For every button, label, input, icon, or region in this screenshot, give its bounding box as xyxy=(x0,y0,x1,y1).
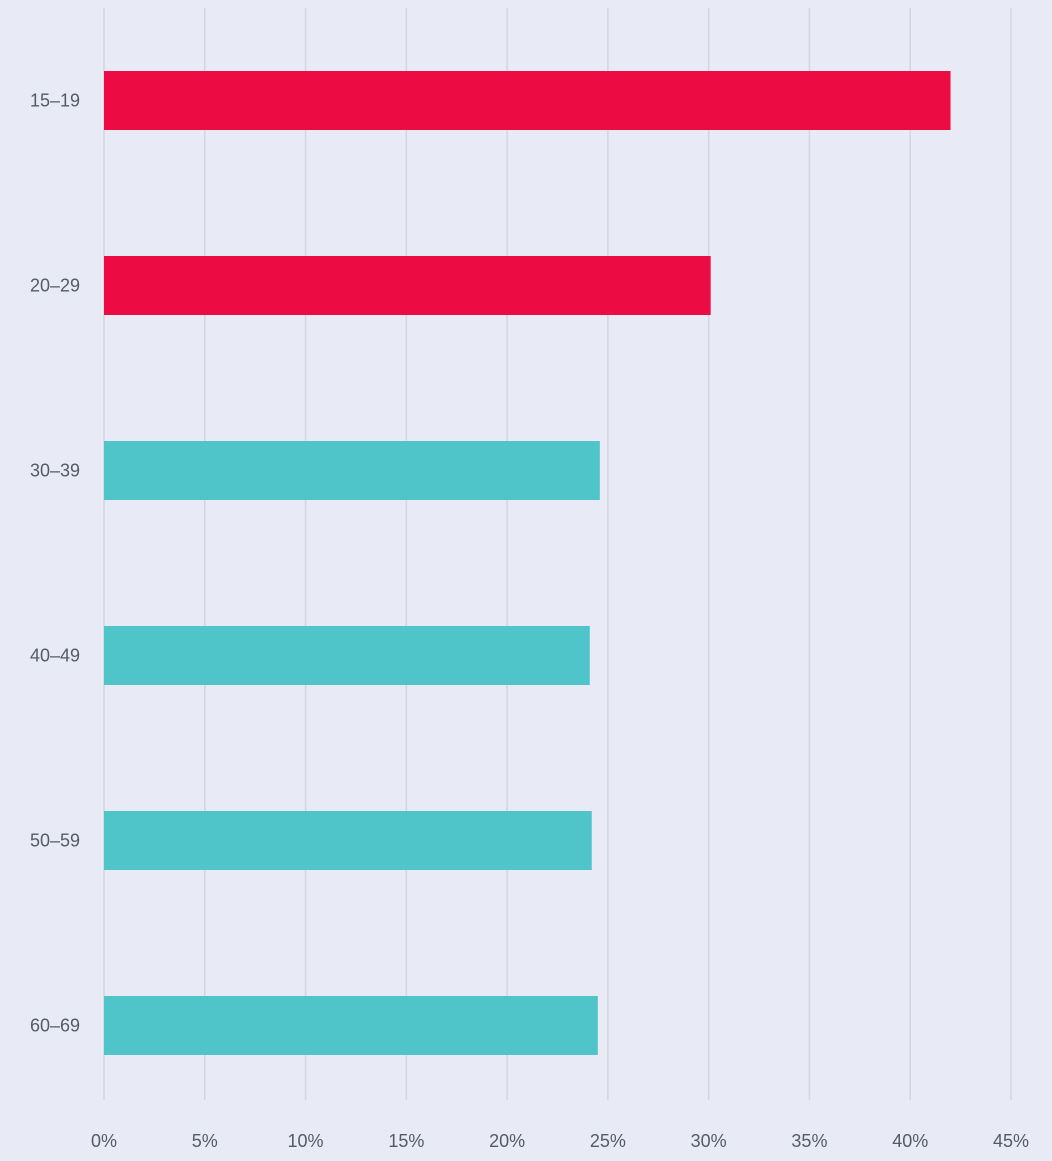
x-tick-label: 20% xyxy=(489,1131,525,1151)
x-axis-tick-labels: 0% 5% 10% 15% 20% 25% 30% 35% 40% 45% xyxy=(91,1131,1029,1151)
bar-15–19 xyxy=(104,71,951,130)
bar-60–69 xyxy=(104,996,598,1055)
category-label: 40–49 xyxy=(30,646,80,666)
x-tick-label: 45% xyxy=(993,1131,1029,1151)
x-tick-label: 0% xyxy=(91,1131,117,1151)
x-tick-label: 25% xyxy=(590,1131,626,1151)
gridlines xyxy=(103,8,1012,1100)
category-label: 20–29 xyxy=(30,276,80,296)
category-label: 30–39 xyxy=(30,461,80,481)
bars xyxy=(104,71,951,1055)
x-tick-label: 40% xyxy=(892,1131,928,1151)
bar-20–29 xyxy=(104,256,711,315)
x-tick-label: 30% xyxy=(691,1131,727,1151)
category-label: 60–69 xyxy=(30,1016,80,1036)
x-tick-label: 15% xyxy=(388,1131,424,1151)
category-labels: 15–19 20–29 30–39 40–49 50–59 60–69 xyxy=(30,91,80,1036)
bar-40–49 xyxy=(104,626,590,685)
bar-30–39 xyxy=(104,441,600,500)
category-label: 50–59 xyxy=(30,831,80,851)
x-tick-label: 10% xyxy=(288,1131,324,1151)
bar-50–59 xyxy=(104,811,592,870)
x-tick-label: 5% xyxy=(192,1131,218,1151)
x-tick-label: 35% xyxy=(791,1131,827,1151)
category-label: 15–19 xyxy=(30,91,80,111)
